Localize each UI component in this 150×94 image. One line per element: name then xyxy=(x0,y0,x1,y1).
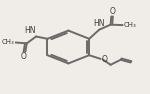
Text: O: O xyxy=(110,6,116,16)
Text: HN: HN xyxy=(24,26,35,35)
Text: O: O xyxy=(21,52,26,61)
Text: O: O xyxy=(101,55,107,64)
Text: HN: HN xyxy=(93,19,104,28)
Text: CH₃: CH₃ xyxy=(1,39,14,45)
Text: CH₃: CH₃ xyxy=(123,22,136,28)
